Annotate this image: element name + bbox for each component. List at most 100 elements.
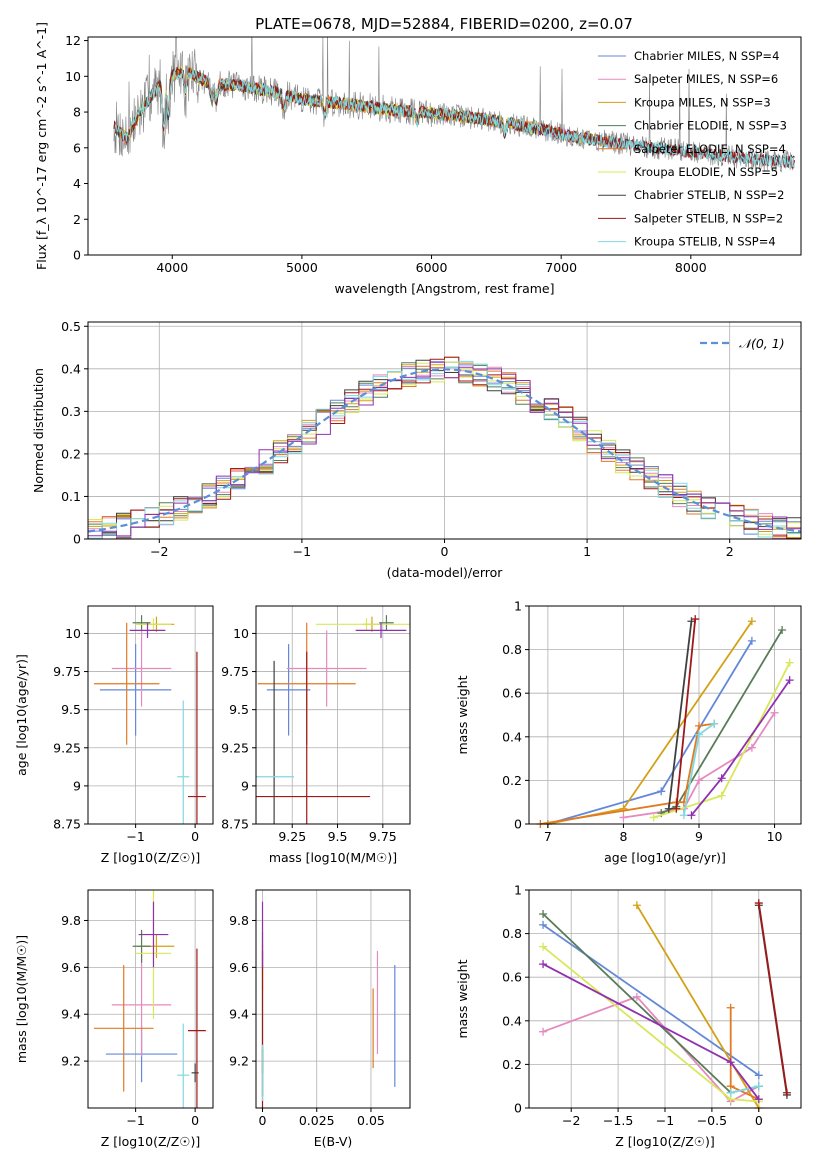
mass-weight-marker [539,960,548,969]
x-tick-label: 8 [619,829,627,844]
x-axis-label: Z [log10(Z/Z☉)] [615,1134,715,1149]
x-tick-label: −1 [656,1113,674,1128]
legend-entry: Chabrier STELIB, N SSP=2 [634,188,784,202]
residual-histogram [88,356,801,538]
errorbar-point [129,622,166,639]
errorbar-point [99,644,172,736]
residuals-plot [87,356,802,540]
age_vs_mass-frame: 9.25 9.5 9.75 8.75 9 9.25 9.5 9.75 10 mass [log10… [221,605,411,865]
errorbar-point [191,1063,199,1083]
mass-weight-marker [632,901,641,910]
mass-weight-marker [754,1095,763,1104]
y-axis-label: Flux [f_λ 10^-17 erg cm^-2 s^-1 A^-1] [34,22,49,270]
x-tick-label: 7 [544,829,552,844]
mass-weight-marker [695,776,703,785]
y-tick-label: 10 [65,69,81,84]
x-axis-label: age [log10(age/yr)] [604,850,726,865]
x-axis-label: wavelength [Angstrom, rest frame] [334,281,554,296]
x-tick-label: 8000 [675,260,707,275]
y-tick-label: 0.2 [502,1057,522,1072]
y-tick-label: 0.6 [502,686,522,701]
mass_vs_Z-plot [93,890,206,1108]
x-tick-label: 5000 [286,260,318,275]
residuals-frame: −2 −1 0 1 2 0 0.1 0.2 0.3 0.4 0.5 (data-model)/erro… [31,319,802,580]
x-tick-label: −2 [562,1113,580,1128]
y-tick-label: 6 [73,140,81,155]
y-tick-label: 8.75 [221,817,249,832]
legend-entry: Kroupa ELODIE, N SSP=5 [634,165,778,179]
y-tick-label: 12 [65,33,81,48]
y-tick-label: 0.2 [61,446,81,461]
age_vs_Z-plot [93,615,206,824]
model-spectrum-line [113,64,536,140]
y-tick-label: 0 [514,817,522,832]
mass-weight-marker [619,813,628,822]
x-axis-label: mass [log10(M/M☉)] [269,850,397,865]
y-tick-label: 0.4 [502,729,522,744]
y-tick-label: 8.75 [53,817,81,832]
y-tick-label: 1 [514,599,522,614]
x-tick-label: 9.75 [369,829,397,844]
y-tick-label: 9.5 [229,702,249,717]
spectrum-panel: 4000 5000 6000 7000 8000 0 2 4 6 8 10 12 wavelength … [34,22,802,296]
weight_vs_age-frame: 7 8 9 10 0 0.2 0.4 0.6 0.8 1 age [log10(age/yr)] ma… [455,599,802,865]
weight_vs_age-panel: 7 8 9 10 0 0.2 0.4 0.6 0.8 1 age [log10(age/yr)] ma… [455,599,802,865]
errorbar-point [266,644,311,736]
mass-weight-marker [539,920,548,929]
mass-weight-line [542,924,760,1077]
x-tick-label: 0 [191,829,199,844]
x-tick-label: 0 [755,1113,763,1128]
mass-weight-marker [649,813,658,822]
errorbar-point [256,651,371,824]
x-tick-label: 2 [726,544,734,559]
mass-weight-marker [770,708,779,717]
errorbar-point [188,948,206,1108]
weight_vs_Z-panel: −2 −1.5 −1 −0.5 0 0 0.2 0.4 0.6 0.8 1 Z [log10(Z/Z☉… [455,883,802,1149]
y-tick-label: 9.8 [229,913,249,928]
x-axis-label: (data-model)/error [387,565,504,580]
age_vs_Z-frame: −1 0 8.75 9 9.25 9.5 9.75 10 Z [log10(Z/Z☉)] age … [14,605,214,865]
mass-weight-line [542,946,759,1103]
age_vs_Z-panel: −1 0 8.75 9 9.25 9.5 9.75 10 Z [log10(Z/Z☉)] age … [14,605,214,865]
x-tick-label: −0.5 [697,1113,727,1128]
mass-weight-marker [778,625,787,634]
mass-weight-line [730,1085,760,1094]
mass-weight-marker [695,721,703,730]
mass-weight-marker [754,1082,763,1091]
y-axis-label: mass weight [455,959,470,1038]
y-tick-label: 0.2 [502,773,522,788]
spectrum-frame: 4000 5000 6000 7000 8000 0 2 4 6 8 10 12 wavelength … [34,22,802,296]
mass-weight-marker [539,1027,548,1036]
normal-reference-curve [87,368,802,533]
x-tick-label: 6000 [416,260,448,275]
mass-weight-marker [726,1058,735,1067]
x-tick-label: −1 [293,544,311,559]
spectrum-legend: Chabrier MILES, N SSP=4 Salpeter MILES, N… [598,49,787,249]
errorbar-point [93,622,160,745]
legend-entry: Kroupa MILES, N SSP=3 [634,95,771,109]
x-tick-label: 0.025 [299,1113,335,1128]
mass-weight-marker [664,804,673,813]
mass_vs_Z-frame: −1 0 9.2 9.4 9.6 9.8 Z [log10(Z/Z☉)] mass [log1… [14,889,214,1149]
mass-weight-marker [679,811,688,820]
axes-frame [528,605,802,825]
mass-weight-line [636,904,760,1109]
mass-weight-marker [754,899,763,908]
y-tick-label: 9.4 [229,1007,249,1022]
mass-weight-marker [782,1088,791,1097]
y-axis-label: Normed distribution [31,368,46,493]
errorbar-point [111,630,172,707]
x-tick-label: 10 [767,829,783,844]
x-axis-label: E(B-V) [314,1134,353,1149]
x-tick-label: −1.5 [603,1113,633,1128]
model-spectrum-line [113,68,795,168]
residual-legend: 𝒩(0, 1) [700,336,785,351]
legend-entry: Kroupa STELIB, N SSP=4 [634,235,776,249]
legend-entry: 𝒩(0, 1) [739,336,785,351]
mass-weight-marker [717,791,726,800]
y-tick-label: 1 [514,883,522,898]
mass-weight-marker [657,787,666,796]
y-tick-label: 0 [73,532,81,547]
y-tick-label: 0.1 [61,489,81,504]
mass-weight-line [667,621,693,809]
